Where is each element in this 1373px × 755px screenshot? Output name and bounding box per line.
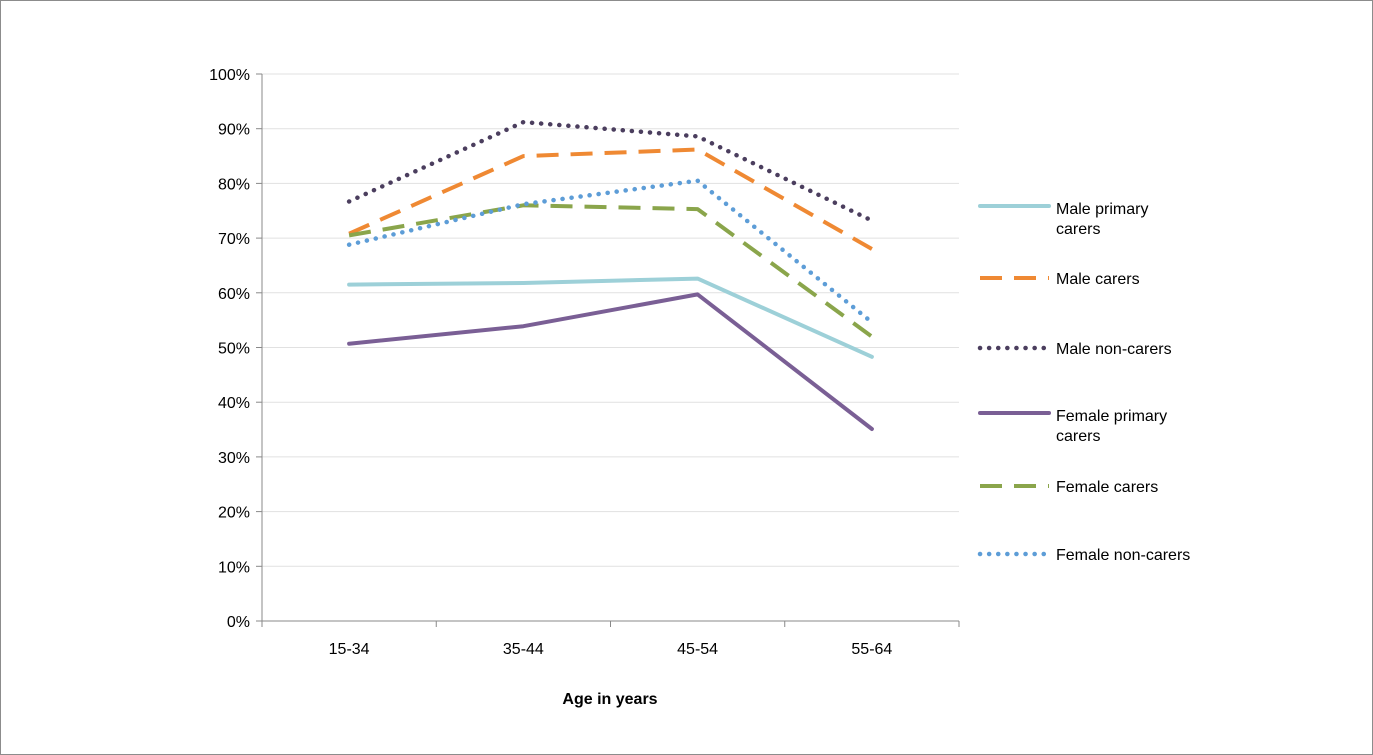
y-tick-label: 40% [218,395,250,412]
series-line-male-carers [348,147,873,251]
tick-labels: 0% 10% 20% 30% 40% 50% 60% 70% 80% 90% 100% 15-34 35… [209,67,892,658]
y-tick-label: 80% [218,176,250,193]
legend-label-line: Female primary [1056,408,1167,425]
axes [256,73,960,627]
y-tick-label: 30% [218,450,250,467]
legend-label-line: Female carers [1056,479,1158,496]
x-tick-label: 15-34 [329,641,370,658]
y-tick-label: 50% [218,341,250,358]
legend-label: Male non-carers [1056,341,1172,358]
x-tick-label: 35-44 [503,641,544,658]
legend-label-line: Male primary [1056,201,1148,218]
legend-label: Male primary carers [1056,201,1148,238]
series-line-male-primary-carers [347,276,874,359]
series-line-male-non-carers [346,119,875,223]
legend-label-line: Male non-carers [1056,341,1172,358]
legend-label-line: Female non-carers [1056,547,1190,564]
series-lines [346,119,875,431]
legend: Male primary carers Male carers Male non-ca… [977,201,1190,564]
x-tick-label: 45-54 [677,641,718,658]
y-tick-label: 90% [218,122,250,139]
legend-label: Male carers [1056,271,1140,288]
gridlines [262,73,959,567]
y-tick-label: 0% [227,614,250,631]
x-tick-label: 55-64 [851,641,892,658]
legend-label: Female carers [1056,479,1158,496]
series-line-female-carers [348,203,874,339]
series-line-female-primary-carers [347,292,874,431]
y-tick-label: 20% [218,505,250,522]
y-tick-label: 70% [218,231,250,248]
legend-label-line: carers [1056,221,1100,238]
x-axis-title: Age in years [562,691,657,708]
legend-label-line: Male carers [1056,271,1140,288]
legend-label-line: carers [1056,428,1100,445]
y-tick-label: 10% [218,559,250,576]
y-tick-label: 60% [218,286,250,303]
y-tick-label: 100% [209,67,250,84]
legend-label: Female non-carers [1056,547,1190,564]
series-line-female-non-carers [346,178,875,325]
legend-label: Female primary carers [1056,408,1167,445]
